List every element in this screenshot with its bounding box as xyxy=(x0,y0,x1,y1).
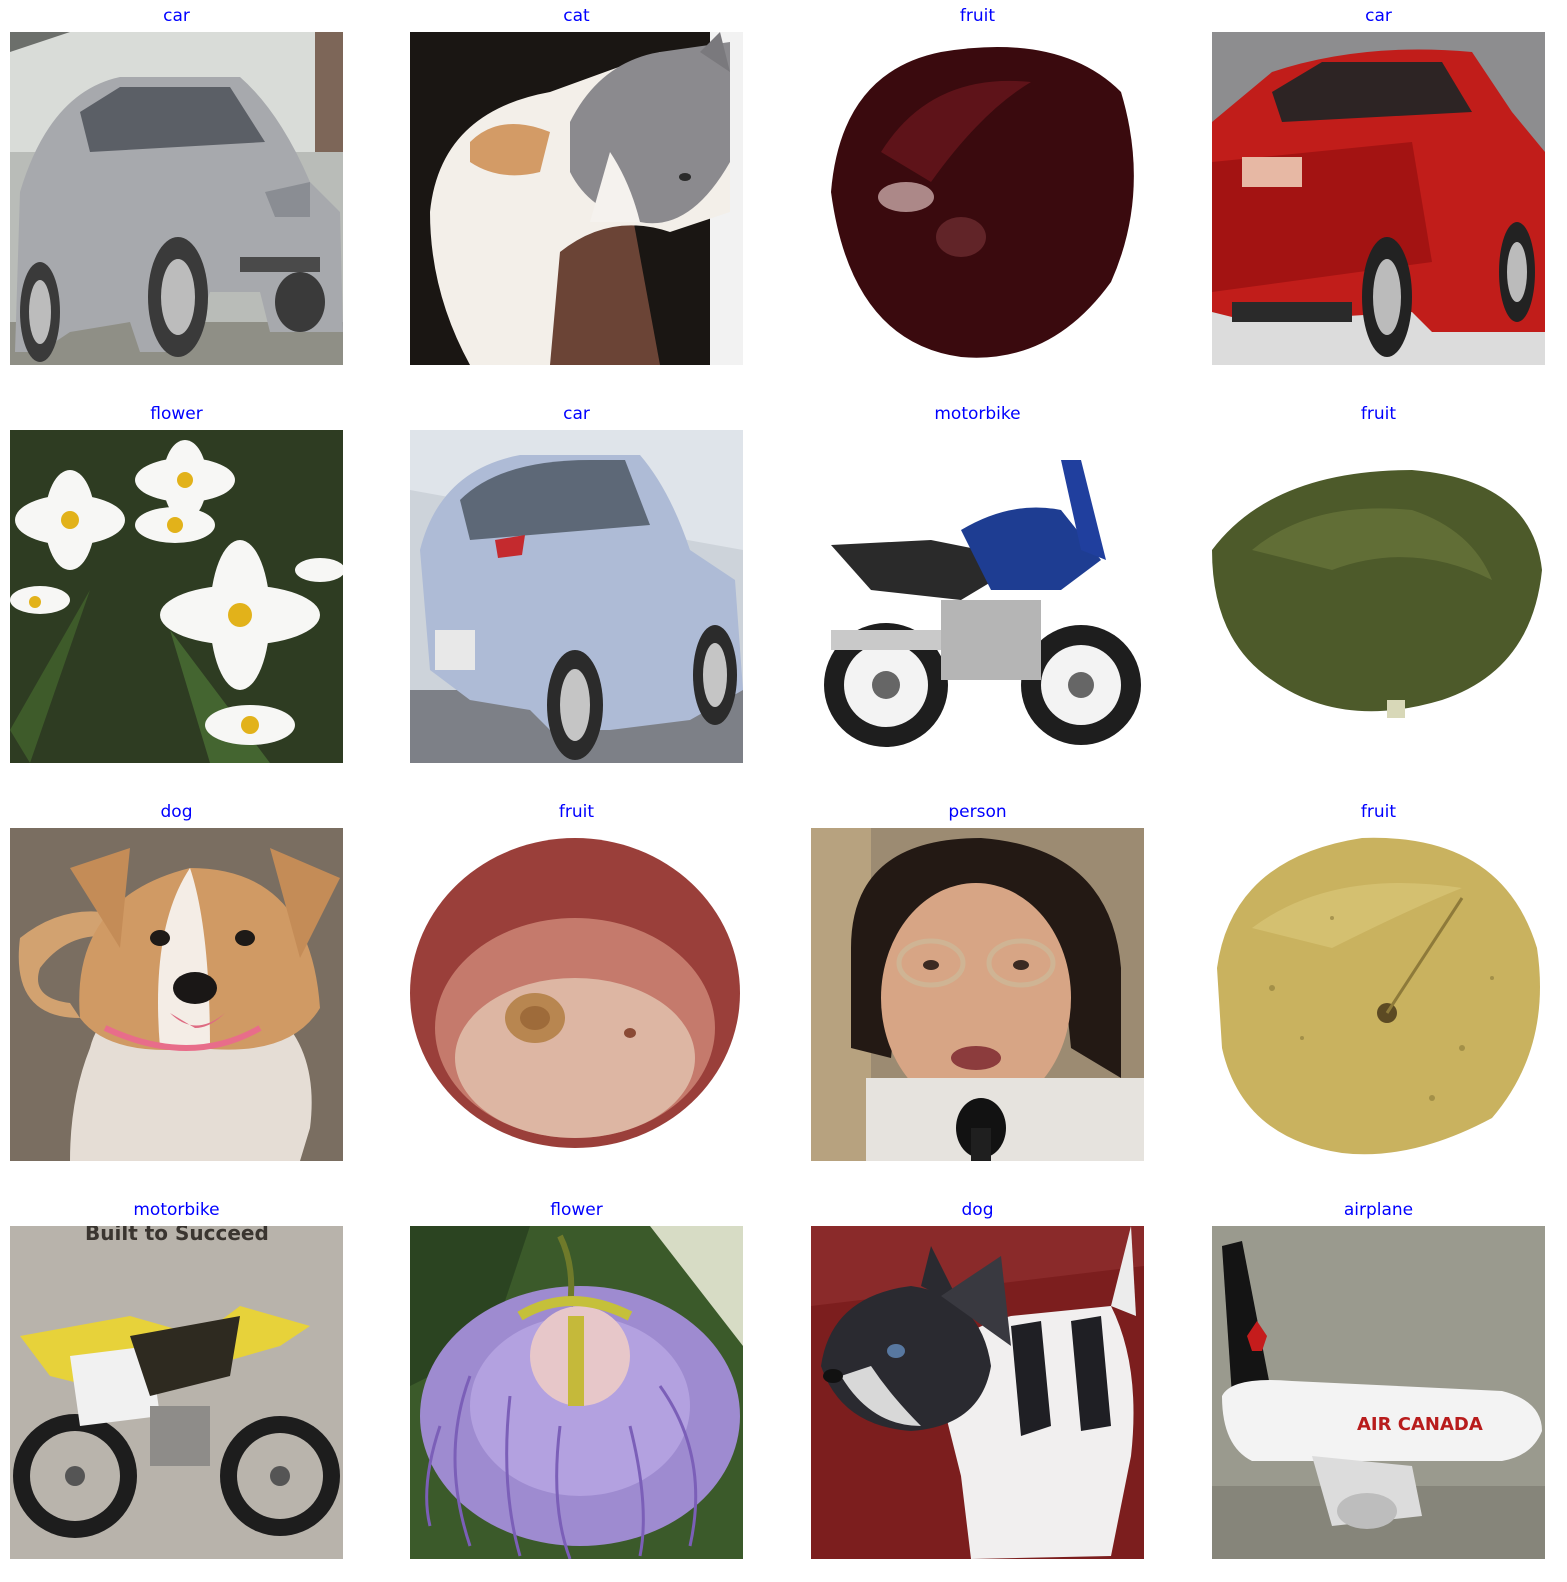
image-label: motorbike xyxy=(133,1200,220,1220)
airplane-image: AIR CANADA xyxy=(1212,1226,1545,1559)
car-image xyxy=(410,430,743,763)
image-label: dog xyxy=(961,1200,994,1220)
image-label: cat xyxy=(563,6,590,26)
dog-image xyxy=(10,828,343,1161)
image-label: fruit xyxy=(959,6,996,26)
motorbike-image: Built to Succeed xyxy=(10,1226,343,1559)
image-label: car xyxy=(1365,6,1392,26)
flower-image xyxy=(10,430,343,763)
image-label: airplane xyxy=(1343,1200,1414,1220)
image-label: fruit xyxy=(1360,404,1397,424)
image-label: fruit xyxy=(1360,802,1397,822)
image-label: flower xyxy=(550,1200,603,1220)
image-label: car xyxy=(163,6,190,26)
fruit-image xyxy=(1212,828,1545,1161)
motorbike-banner-text: Built to Succeed xyxy=(85,1226,269,1245)
image-label: motorbike xyxy=(934,404,1021,424)
fruit-image xyxy=(1212,430,1545,763)
fruit-image xyxy=(811,32,1144,365)
image-label: car xyxy=(563,404,590,424)
car-image xyxy=(10,32,343,365)
image-label: flower xyxy=(150,404,203,424)
person-image xyxy=(811,828,1144,1161)
car-image xyxy=(1212,32,1545,365)
fruit-image xyxy=(410,828,743,1161)
image-label: dog xyxy=(160,802,193,822)
image-label: fruit xyxy=(558,802,595,822)
airline-livery-text: AIR CANADA xyxy=(1357,1414,1483,1435)
cat-image xyxy=(410,32,743,365)
dog-image xyxy=(811,1226,1144,1559)
image-label: person xyxy=(948,802,1007,822)
flower-image xyxy=(410,1226,743,1559)
motorbike-image xyxy=(811,430,1144,763)
